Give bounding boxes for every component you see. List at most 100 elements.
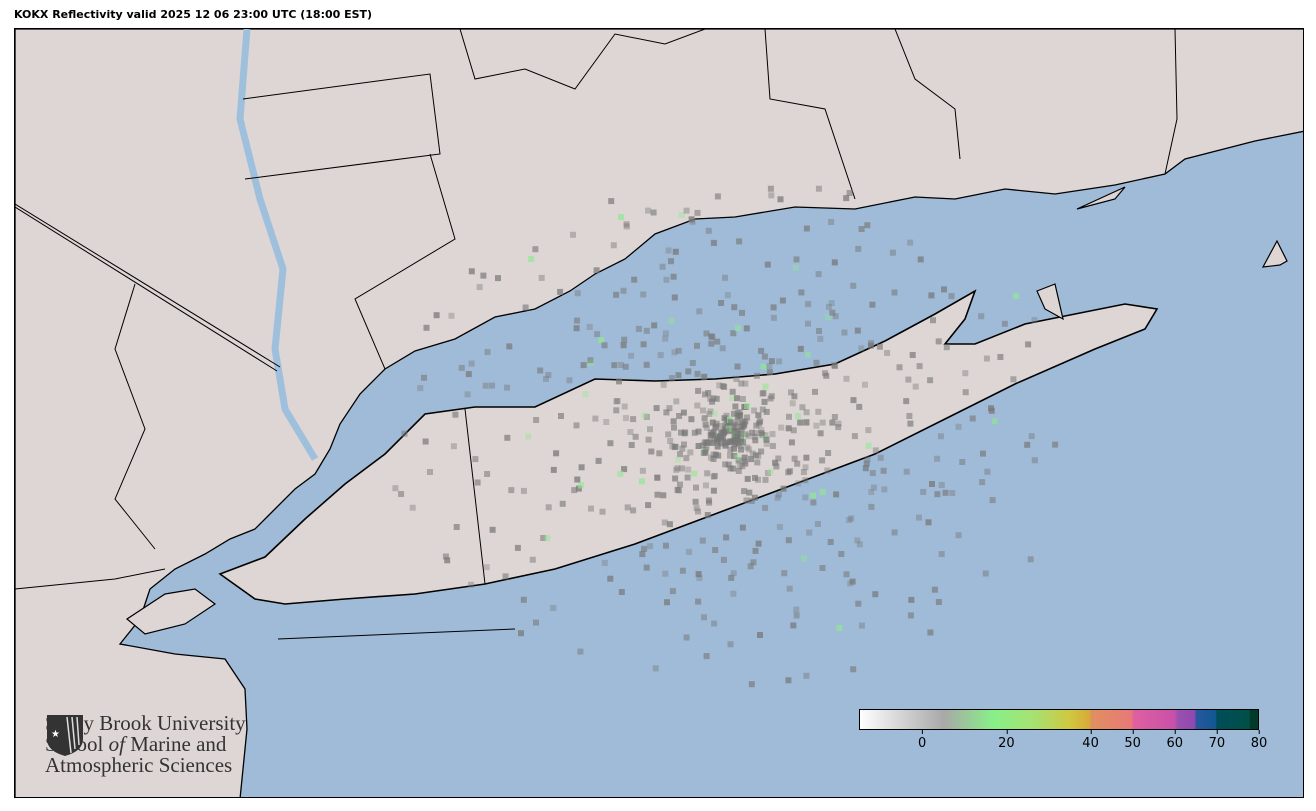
radar-echo	[685, 368, 692, 375]
radar-echo	[762, 383, 769, 390]
staten-island	[125, 588, 217, 635]
gardiners-island	[1036, 283, 1064, 321]
radar-echo	[723, 412, 730, 419]
radar-echo	[468, 581, 474, 588]
radar-echo	[610, 242, 617, 249]
radar-echo	[648, 448, 655, 455]
radar-echo	[739, 418, 746, 425]
radar-echo	[444, 557, 451, 564]
radar-echo	[545, 372, 552, 378]
radar-echo	[550, 605, 557, 611]
radar-echo	[751, 407, 758, 414]
radar-echo	[891, 529, 898, 536]
radar-echo	[727, 419, 734, 426]
radar-echo	[660, 381, 667, 388]
radar-echo	[489, 526, 496, 533]
radar-echo	[778, 424, 785, 431]
radar-echo	[553, 450, 560, 457]
radar-echo	[537, 367, 544, 374]
radar-echo	[884, 349, 891, 356]
radar-echo	[773, 462, 780, 469]
radar-echo	[856, 541, 863, 548]
radar-echo	[520, 596, 527, 603]
radar-echo	[819, 419, 826, 426]
radar-echo	[680, 409, 687, 416]
radar-echo	[718, 440, 725, 447]
radar-echo	[889, 249, 896, 256]
radar-echo	[580, 362, 587, 369]
radar-echo	[980, 450, 986, 457]
radar-echo	[955, 423, 962, 430]
radar-echo	[758, 347, 765, 354]
radar-echo	[734, 434, 741, 440]
radar-echo	[668, 258, 674, 265]
radar-echo	[538, 274, 545, 281]
radar-echo	[621, 466, 628, 473]
radar-echo	[767, 468, 774, 475]
radar-echo	[907, 239, 914, 246]
radar-echo	[710, 239, 717, 246]
radar-echo	[773, 463, 780, 470]
radar-echo	[955, 532, 962, 539]
radar-echo	[802, 494, 809, 501]
radar-echo	[713, 395, 720, 402]
radar-echo	[723, 424, 730, 430]
radar-echo	[679, 567, 686, 574]
radar-echo	[667, 438, 674, 444]
radar-echo	[978, 313, 985, 320]
radar-echo	[776, 524, 783, 530]
radar-echo	[836, 624, 843, 631]
radar-echoes	[392, 185, 1059, 688]
radar-echo	[571, 487, 578, 494]
radar-echo	[675, 372, 682, 379]
radar-echo	[962, 370, 969, 377]
radar-echo	[738, 435, 744, 442]
radar-echo	[743, 497, 750, 504]
radar-echo	[663, 542, 669, 549]
radar-echo	[810, 499, 817, 506]
radar-echo	[601, 342, 608, 349]
radar-echo	[813, 422, 820, 429]
radar-echo	[868, 340, 875, 347]
radar-echo	[722, 461, 729, 468]
radar-echo	[843, 375, 850, 382]
radar-echo	[592, 415, 599, 422]
radar-echo	[657, 352, 664, 359]
radar-echo	[627, 429, 634, 435]
radar-echo	[755, 412, 762, 419]
radar-echo	[659, 263, 666, 270]
radar-echo	[831, 414, 838, 420]
radar-echo	[662, 570, 669, 577]
radar-echo	[728, 574, 735, 581]
radar-echo	[719, 434, 726, 441]
radar-echo	[824, 467, 831, 474]
radar-echo	[484, 349, 491, 355]
radar-echo	[764, 261, 771, 268]
radar-echo	[540, 535, 547, 541]
radar-echo	[800, 555, 807, 562]
radar-echo	[979, 479, 986, 486]
radar-echo	[695, 387, 702, 394]
radar-echo	[710, 429, 717, 436]
radar-echo	[813, 359, 820, 366]
radar-echo	[748, 456, 755, 463]
radar-echo	[1027, 556, 1034, 563]
colorbar-tick: 80	[1251, 730, 1267, 751]
radar-echo	[876, 343, 883, 350]
radar-echo	[453, 524, 460, 530]
radar-echo	[570, 231, 576, 238]
radar-echo	[577, 648, 584, 655]
radar-echo	[815, 271, 822, 278]
radar-echo	[735, 412, 742, 419]
radar-echo	[817, 335, 824, 342]
radar-echo	[791, 455, 798, 462]
radar-echo	[632, 433, 639, 440]
radar-echo	[720, 556, 727, 563]
radar-echo	[723, 428, 730, 435]
radar-echo	[448, 312, 455, 319]
radar-echo	[735, 437, 742, 444]
radar-echo	[613, 407, 620, 414]
radar-echo	[941, 286, 947, 293]
radar-map[interactable]: ★ Stony Brook University School of Marin…	[14, 28, 1304, 798]
radar-echo	[712, 423, 719, 430]
